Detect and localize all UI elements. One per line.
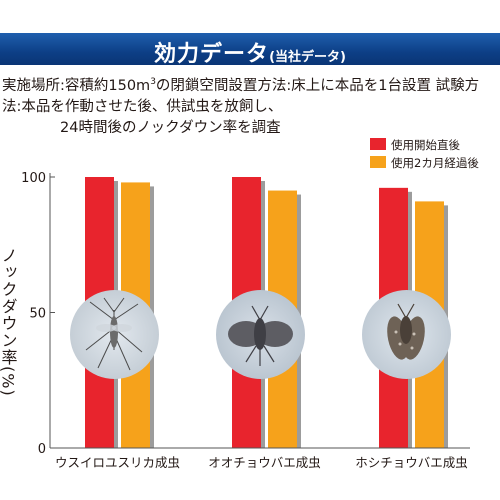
category-label: ホシチョウバエ成虫 — [355, 455, 468, 470]
y-tick-label: 0 — [38, 442, 46, 457]
y-axis-label: ノックダウン率(%) — [0, 247, 18, 397]
method-line-2: 法:本品を作動させた後、供試虫を放飼し、 — [2, 99, 283, 115]
category-label: オオチョウバエ成虫 — [208, 455, 321, 470]
y-tick-label: 50 — [29, 307, 46, 322]
method-line-3: 24時間後のノックダウン率を調査 — [60, 120, 281, 136]
legend-label: 使用2カ月経過後 — [391, 156, 479, 170]
method-line-1-rest: の閉鎖空間設置方法:床上に本品を1台設置 試験方 — [155, 78, 480, 94]
axis-group: ウスイロユスリカ成虫 オオチョウバエ成虫 ホシチョウバエ成虫 0 50 100 ノックダウン… — [0, 171, 470, 470]
title-subtitle: (当社データ) — [269, 50, 346, 65]
moth-fly-icon — [216, 290, 305, 379]
method-line-1: 実施場所:容積約150m — [2, 78, 151, 94]
y-tick-label: 100 — [21, 171, 46, 186]
title-text: 効力データ — [154, 42, 270, 67]
legend-swatch — [370, 138, 386, 150]
legend-swatch — [370, 156, 386, 168]
category-label: ウスイロユスリカ成虫 — [55, 455, 180, 470]
cubic-superscript: 3 — [150, 77, 156, 87]
legend-label: 使用開始直後 — [391, 138, 460, 152]
small-moth-fly-icon — [362, 290, 451, 379]
title-banner: 効力データ(当社データ) — [0, 33, 500, 68]
mosquito-like-midge-icon — [70, 290, 159, 379]
chart-title: 効力データ(当社データ) — [0, 36, 500, 68]
test-method-text: 実施場所:容積約150m3の閉鎖空間設置方法:床上に本品を1台設置 試験方 法:… — [2, 72, 498, 139]
